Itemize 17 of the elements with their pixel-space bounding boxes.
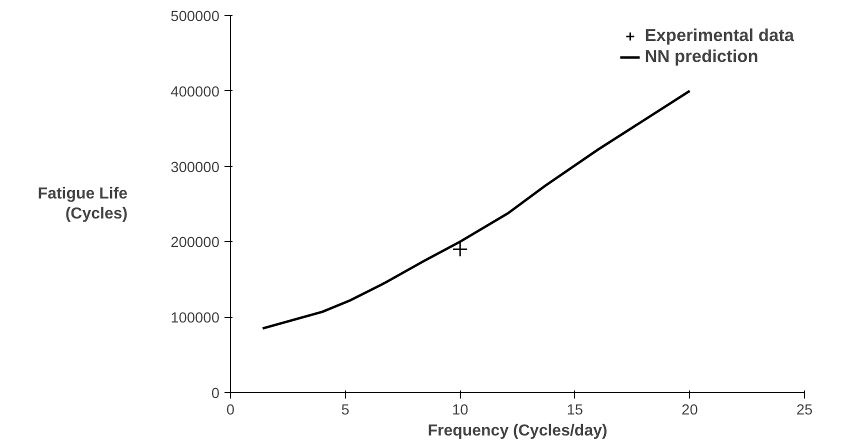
line-series	[261, 90, 691, 330]
y-tick-label: 200000	[170, 235, 220, 252]
y-tick-label: 100000	[170, 310, 220, 327]
legend-label: NN prediction	[644, 46, 758, 67]
x-tick-label: 15	[566, 402, 584, 418]
x-tick-label: 25	[796, 402, 813, 418]
legend-label: Experimental data	[644, 25, 794, 46]
x-tick-label: 20	[682, 402, 698, 418]
y-tick-label: 400000	[170, 84, 220, 100]
y-tick-label: 500000	[170, 9, 220, 25]
y-tick-label: 0	[211, 386, 220, 402]
x-tick-label: 0	[226, 402, 235, 418]
x-axis-title: Frequency (Cycles/day)	[428, 422, 608, 440]
x-tick-label: 5	[341, 402, 350, 418]
y-tick-label: 300000	[170, 160, 220, 176]
x-tick-label: 10	[452, 402, 468, 418]
y-axis-title: Fatigue Life (Cycles)	[38, 185, 128, 223]
